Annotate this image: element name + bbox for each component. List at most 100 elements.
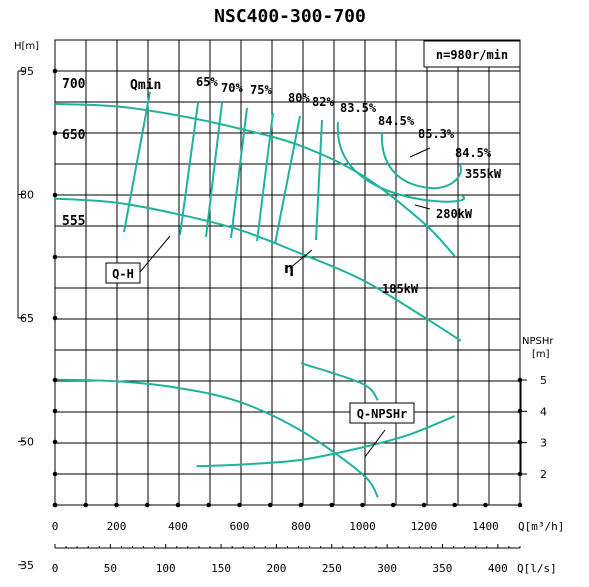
grid-dot [517,377,523,383]
efficiency-label: 82% [312,95,334,109]
efficiency-label: 85.3% [418,127,455,141]
efficiency-loop-84 [380,131,462,190]
efficiency-label: 75% [250,83,272,97]
grid [54,39,521,506]
leader-line [409,147,431,158]
left-tick-label: 65 [20,312,34,325]
x-q-tick-label: 400 [168,520,188,533]
grid-dot [175,502,181,508]
left-axis: H[m] 95 80 65 50 35 [14,41,39,572]
grid-dot [52,471,58,477]
efficiency-label: 80% [288,91,310,105]
x-ls-tick-label: 0 [52,562,59,575]
left-tick-label: 95 [20,65,34,78]
x-ls-tick-label: 300 [377,562,397,575]
grid-dot [52,315,58,321]
speed-label-box: n=980r/min [423,40,521,68]
efficiency-line [315,119,323,241]
right-tick-label: 4 [540,405,547,418]
grid-dot [517,502,523,508]
grid-dot [360,502,365,508]
right-axis: NPSHr [m] 5 4 3 2 [520,336,554,481]
qmin-label: Qmin [130,78,161,93]
right-tick-label: 3 [540,437,547,450]
power-label: 280kW [436,207,473,221]
power-curve-185 [300,362,379,401]
power-label: 185kW [382,282,419,296]
grid-dot [421,502,427,508]
x-q-tick-label: 600 [230,520,250,533]
grid-dot [452,502,458,508]
curve-q-h-700 [54,102,456,257]
efficiency-label: 65% [196,75,218,89]
grid-dot [52,254,58,260]
qh-curve-label: Q-H [112,267,134,281]
grid-dot [52,408,58,414]
curve-q-npshr [196,415,456,468]
grid-dot [298,502,304,508]
left-tick-label: 50 [20,435,34,448]
efficiency-label: 84.5% [378,114,415,128]
impeller-label: 555 [62,214,85,229]
x-axis-ls-unit: Q[l/s] [517,562,557,575]
right-tick-label: 2 [540,468,547,481]
right-axis-unit-line1: NPSHr [522,336,554,347]
npsh-curve-label: Q-NPSHr [357,407,408,421]
x-ls-tick-label: 200 [266,562,286,575]
leader-line [364,429,386,458]
x-axis-flow-m3h: Q[m³/h] 0 200 400 600 800 1000 1200 1400 [52,520,565,533]
qh-curve-label-box [105,262,141,284]
left-tick-label: 80 [20,188,34,201]
right-tick-label: 5 [540,374,547,387]
right-axis-unit-line2: [m] [532,349,550,360]
efficiency-line [179,102,199,236]
plot-frame [54,39,521,506]
efficiency-label: 70% [221,81,243,95]
grid-dot [52,68,58,74]
x-q-tick-label: 1000 [349,520,376,533]
efficiency-label: 84.5% [455,146,492,160]
leader-line [414,204,431,210]
eta-curve-label: η [284,261,294,277]
grid-dot [144,502,150,508]
x-ls-tick-label: 400 [488,562,508,575]
x-ls-tick-label: 150 [211,562,231,575]
x-ls-tick-label: 350 [433,562,453,575]
chart-title: NSC400-300-700 [214,6,366,27]
grid-dot [237,502,242,508]
grid-dot [483,502,488,508]
grid-dot [83,502,89,508]
leader-line [289,249,313,269]
left-tick-label: 35 [20,559,34,572]
x-q-tick-label: 1200 [411,520,438,533]
efficiency-line [205,102,223,238]
speed-label: n=980r/min [436,48,508,62]
x-q-tick-label: 1400 [472,520,499,533]
x-q-tick-label: 800 [291,520,311,533]
x-q-tick-label: 200 [107,520,127,533]
efficiency-loop-83 [336,121,465,203]
x-axis-q-unit: Q[m³/h] [518,520,564,533]
power-label: 355kW [465,167,502,181]
grid-dot [267,502,273,508]
impeller-label: 650 [62,128,86,143]
x-axis-flow-ls: Q[l/s] 0 50 100 150 200 250 300 350 400 [52,544,557,575]
grid-dot [52,439,58,445]
left-axis-unit: H[m] [14,41,39,52]
impeller-label: 700 [62,77,86,92]
efficiency-label: 83.5% [340,101,377,115]
grid-dot [52,192,58,198]
x-q-tick-label: 0 [52,520,59,533]
grid-dot [517,471,523,477]
grid-dot [52,502,58,508]
curve-q-h-650 [54,197,462,342]
grid-dot [52,130,58,136]
efficiency-line [256,112,274,242]
grid-dot [517,439,523,445]
grid-dot [329,502,335,508]
x-ls-tick-label: 100 [156,562,176,575]
x-ls-tick-label: 50 [104,562,117,575]
grid-dot [390,502,396,508]
